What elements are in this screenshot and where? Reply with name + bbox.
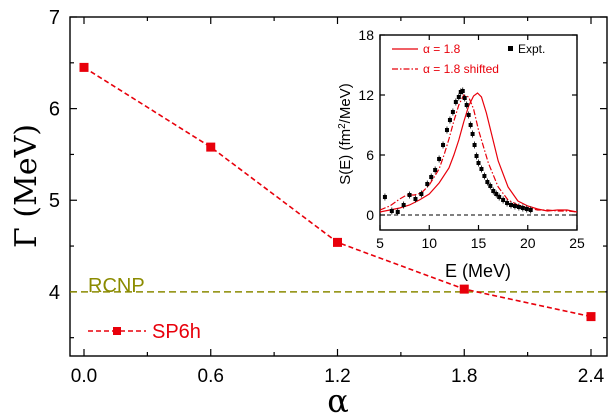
y-tick-label: 7 bbox=[49, 7, 60, 29]
expt-data-point bbox=[485, 180, 490, 184]
main-x-axis-title: α bbox=[327, 382, 349, 418]
data-point-sp6h bbox=[206, 142, 216, 152]
expt-data-point bbox=[501, 198, 506, 202]
y-tick-label: 4 bbox=[49, 282, 60, 304]
expt-data-point bbox=[444, 128, 449, 132]
inset-series-group bbox=[380, 87, 577, 216]
expt-data-point bbox=[429, 175, 434, 179]
x-tick-label: 1.2 bbox=[324, 366, 350, 387]
expt-data-point bbox=[512, 204, 517, 208]
inset-series-line-shifted bbox=[380, 94, 577, 213]
inset-y-tick-label: 6 bbox=[366, 147, 374, 163]
expt-data-point bbox=[488, 184, 493, 188]
expt-data-point bbox=[520, 206, 525, 210]
expt-data-point bbox=[462, 96, 467, 100]
data-point-sp6h bbox=[459, 284, 469, 294]
inset-y-tick-label: 0 bbox=[366, 207, 374, 223]
inset-x-tick-label: 15 bbox=[471, 235, 487, 251]
inset-y-tick-label: 12 bbox=[358, 87, 374, 103]
expt-data-point bbox=[433, 168, 438, 172]
main-ticks: 0.0 0.6 1.2 1.8 2.4 4 5 6 7 bbox=[49, 7, 607, 387]
expt-data-point bbox=[472, 143, 477, 147]
inset-legend-label-solid: α = 1.8 bbox=[423, 42, 461, 56]
data-point-sp6h bbox=[586, 312, 596, 322]
inset-x-tick-label: 20 bbox=[520, 235, 536, 251]
expt-data-point bbox=[401, 203, 406, 207]
expt-data-point bbox=[505, 201, 510, 205]
expt-data-point bbox=[382, 195, 387, 199]
expt-data-point bbox=[453, 100, 458, 104]
expt-data-point bbox=[447, 118, 452, 122]
main-plot-frame bbox=[69, 16, 608, 357]
inset-y-tick-label: 18 bbox=[358, 27, 374, 43]
legend-marker-sp6h bbox=[113, 327, 121, 335]
expt-data-point bbox=[479, 167, 484, 171]
expt-data-point bbox=[464, 103, 469, 107]
expt-data-point bbox=[456, 95, 461, 99]
x-tick-label: 1.8 bbox=[451, 366, 477, 387]
expt-data-point bbox=[497, 195, 502, 199]
expt-data-point bbox=[494, 192, 499, 196]
expt-data-point bbox=[450, 110, 455, 114]
expt-data-point bbox=[441, 143, 446, 147]
inset-x-tick-label: 25 bbox=[569, 235, 585, 251]
expt-data-point bbox=[474, 154, 479, 158]
expt-data-point bbox=[528, 208, 533, 212]
inset-ticks: 5 10 15 20 25 0 6 12 18 bbox=[358, 27, 585, 251]
x-tick-label: 0.0 bbox=[71, 366, 97, 387]
expt-data-point bbox=[482, 174, 487, 178]
legend-label-sp6h: SP6h bbox=[152, 321, 201, 343]
data-point-sp6h bbox=[333, 237, 342, 247]
x-tick-label: 0.6 bbox=[198, 366, 224, 387]
inset-series-line-solid bbox=[380, 92, 577, 213]
expt-data-point bbox=[476, 161, 481, 165]
inset-x-axis-title: E (MeV) bbox=[445, 261, 511, 281]
main-y-axis-title: Γ (MeV) bbox=[9, 124, 44, 248]
expt-data-point bbox=[407, 193, 412, 197]
expt-data-point bbox=[437, 157, 442, 161]
expt-data-point bbox=[491, 189, 496, 193]
y-tick-label: 5 bbox=[49, 190, 60, 212]
expt-data-point bbox=[413, 197, 418, 201]
expt-data-point bbox=[389, 209, 394, 213]
inset-y-axis-title: S(E) (fm2/MeV) bbox=[337, 83, 355, 184]
expt-data-point bbox=[509, 203, 514, 207]
expt-data-point bbox=[425, 182, 430, 186]
data-point-sp6h bbox=[79, 62, 89, 72]
main-series-group bbox=[79, 62, 596, 322]
y-tick-label: 6 bbox=[49, 99, 60, 121]
inset-legend-marker-expt bbox=[508, 46, 513, 51]
expt-data-point bbox=[524, 207, 529, 211]
expt-data-point bbox=[470, 132, 475, 136]
x-tick-label: 2.4 bbox=[578, 366, 605, 387]
expt-data-point bbox=[395, 210, 400, 214]
expt-data-point bbox=[460, 89, 465, 93]
expt-data-point bbox=[419, 192, 424, 196]
inset-x-tick-label: 5 bbox=[376, 235, 384, 251]
inset-legend-label-shifted: α = 1.8 shifted bbox=[423, 62, 499, 76]
expt-data-point bbox=[466, 113, 471, 117]
expt-data-point bbox=[468, 123, 473, 127]
inset-x-tick-label: 10 bbox=[421, 235, 437, 251]
reference-label: RCNP bbox=[88, 275, 145, 297]
expt-data-point bbox=[516, 205, 521, 209]
inset-legend-label-expt: Expt. bbox=[518, 42, 545, 56]
